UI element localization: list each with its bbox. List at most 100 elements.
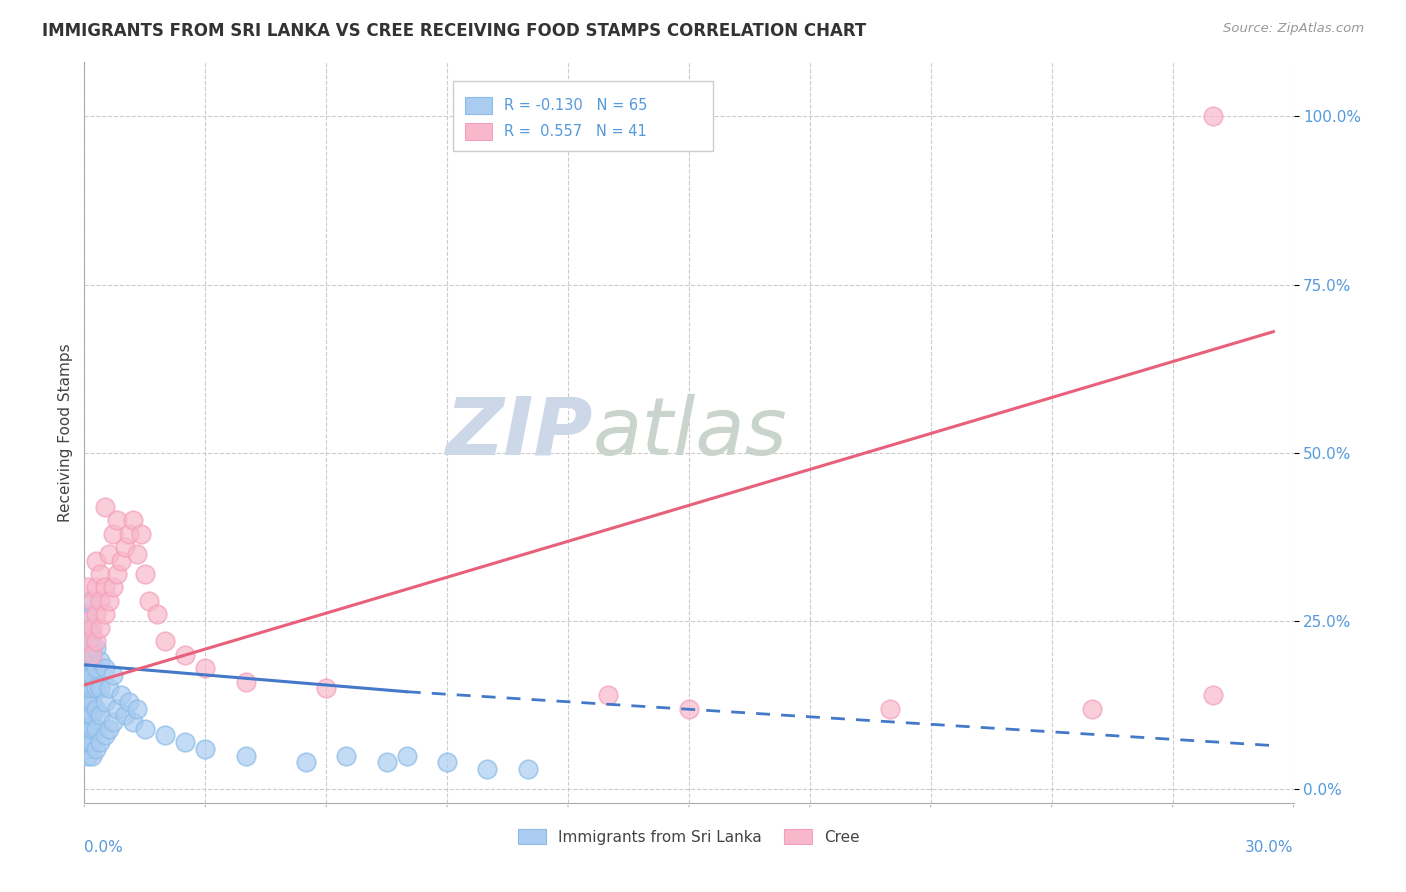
Point	[77, 722, 100, 736]
Point	[89, 566, 111, 581]
Point	[86, 553, 108, 567]
Point	[1202, 109, 1225, 123]
Point	[89, 655, 111, 669]
Point	[101, 714, 124, 729]
Point	[598, 688, 620, 702]
Point	[101, 668, 124, 682]
Point	[82, 668, 104, 682]
Point	[82, 681, 104, 696]
Point	[89, 621, 111, 635]
Point	[77, 695, 100, 709]
FancyBboxPatch shape	[465, 97, 492, 113]
Point	[82, 722, 104, 736]
Point	[114, 708, 136, 723]
Point	[82, 735, 104, 749]
Point	[194, 661, 217, 675]
Point	[93, 581, 115, 595]
Point	[77, 655, 100, 669]
Point	[77, 742, 100, 756]
Point	[86, 661, 108, 675]
Point	[125, 547, 148, 561]
Point	[86, 607, 108, 622]
Point	[146, 607, 169, 622]
Point	[86, 722, 108, 736]
Text: Source: ZipAtlas.com: Source: ZipAtlas.com	[1223, 22, 1364, 36]
Point	[82, 695, 104, 709]
Point	[77, 714, 100, 729]
Point	[114, 540, 136, 554]
Point	[101, 526, 124, 541]
Point	[121, 513, 143, 527]
Point	[174, 648, 197, 662]
Legend: Immigrants from Sri Lanka, Cree: Immigrants from Sri Lanka, Cree	[512, 822, 866, 851]
Point	[110, 688, 132, 702]
Point	[77, 681, 100, 696]
Point	[118, 695, 141, 709]
Point	[82, 655, 104, 669]
Text: R = -0.130   N = 65: R = -0.130 N = 65	[503, 98, 647, 113]
Point	[77, 634, 100, 648]
Point	[77, 735, 100, 749]
Point	[436, 756, 458, 770]
Point	[105, 513, 128, 527]
Point	[97, 594, 120, 608]
Point	[97, 547, 120, 561]
Point	[97, 722, 120, 736]
Point	[395, 748, 418, 763]
Y-axis label: Receiving Food Stamps: Receiving Food Stamps	[58, 343, 73, 522]
Point	[153, 729, 176, 743]
Point	[89, 708, 111, 723]
Text: 0.0%: 0.0%	[84, 840, 124, 855]
Point	[138, 594, 160, 608]
Point	[121, 714, 143, 729]
Point	[93, 500, 115, 514]
Point	[77, 634, 100, 648]
Point	[93, 695, 115, 709]
Point	[375, 756, 398, 770]
Point	[77, 621, 100, 635]
Text: IMMIGRANTS FROM SRI LANKA VS CREE RECEIVING FOOD STAMPS CORRELATION CHART: IMMIGRANTS FROM SRI LANKA VS CREE RECEIV…	[42, 22, 866, 40]
FancyBboxPatch shape	[453, 81, 713, 152]
Point	[77, 708, 100, 723]
Point	[93, 661, 115, 675]
Point	[516, 762, 538, 776]
Point	[77, 729, 100, 743]
Point	[335, 748, 357, 763]
Point	[1081, 701, 1104, 715]
Point	[678, 701, 700, 715]
Point	[86, 701, 108, 715]
Point	[134, 566, 156, 581]
Point	[129, 526, 152, 541]
Point	[118, 526, 141, 541]
Point	[77, 668, 100, 682]
Point	[77, 661, 100, 675]
Point	[89, 681, 111, 696]
Point	[93, 607, 115, 622]
Point	[134, 722, 156, 736]
Point	[101, 581, 124, 595]
Point	[86, 640, 108, 655]
Point	[86, 742, 108, 756]
Point	[1202, 688, 1225, 702]
Point	[477, 762, 499, 776]
Point	[82, 627, 104, 641]
Point	[105, 701, 128, 715]
Text: atlas: atlas	[592, 393, 787, 472]
Text: ZIP: ZIP	[444, 393, 592, 472]
Point	[86, 634, 108, 648]
Point	[82, 648, 104, 662]
Point	[77, 581, 100, 595]
Point	[77, 688, 100, 702]
Point	[105, 566, 128, 581]
Point	[77, 614, 100, 628]
Point	[235, 748, 257, 763]
Point	[77, 648, 100, 662]
Text: R =  0.557   N = 41: R = 0.557 N = 41	[503, 124, 647, 139]
Point	[194, 742, 217, 756]
Point	[125, 701, 148, 715]
Point	[77, 701, 100, 715]
Point	[295, 756, 318, 770]
Point	[89, 594, 111, 608]
Point	[97, 681, 120, 696]
Point	[82, 621, 104, 635]
